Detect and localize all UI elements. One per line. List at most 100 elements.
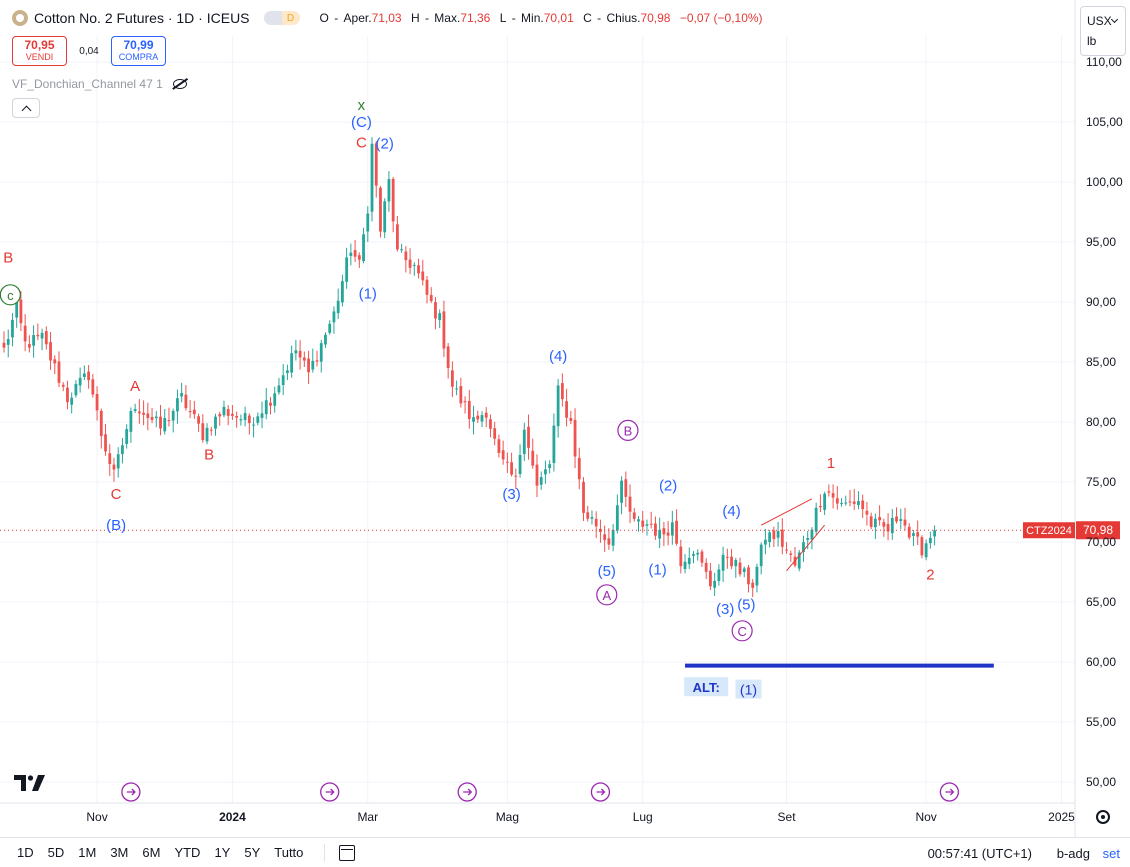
wave-label[interactable]: (5)	[598, 563, 616, 580]
wave-label[interactable]: x	[358, 97, 366, 114]
wave-label[interactable]: (1)	[648, 562, 666, 579]
candle-body	[768, 532, 772, 543]
range-6m[interactable]: 6M	[142, 845, 161, 860]
range-1m[interactable]: 1M	[78, 845, 97, 860]
adjustment-toggle[interactable]: b-adg	[1056, 846, 1090, 861]
candle-body	[539, 477, 543, 485]
hidden-eye-icon[interactable]	[172, 79, 187, 89]
wave-label[interactable]: (1)	[359, 286, 377, 303]
candle-body	[15, 300, 19, 318]
wave-label[interactable]: (2)	[376, 136, 394, 153]
wave-label[interactable]: (4)	[549, 348, 567, 365]
range-ytd[interactable]: YTD	[174, 845, 201, 860]
range-1d[interactable]: 1D	[17, 845, 34, 860]
wave-label[interactable]: c	[7, 288, 14, 303]
event-arrow-icon	[463, 788, 473, 796]
price-tick-label: 50,00	[1086, 775, 1116, 789]
status-pill[interactable]: D	[263, 11, 300, 25]
wedge-lower-line[interactable]	[786, 524, 826, 572]
calendar-icon[interactable]	[339, 844, 356, 861]
candle-body	[493, 428, 497, 439]
clock[interactable]: 00:57:41 (UTC+1)	[927, 846, 1032, 861]
session-toggle[interactable]: set	[1102, 846, 1120, 861]
wave-label[interactable]: 1	[827, 455, 835, 472]
price-tick-label: 80,00	[1086, 415, 1116, 429]
wave-label[interactable]: B	[624, 423, 633, 438]
candle-body	[865, 510, 869, 515]
candle-body	[696, 552, 700, 555]
wave-label[interactable]: B	[204, 446, 214, 463]
candle-body	[108, 453, 112, 465]
buy-button[interactable]: 70,99 COMPRA	[111, 36, 166, 66]
wave-label[interactable]: A	[602, 588, 611, 603]
wave-labels: x(C) C (2) (1) Bc A B C (B) (4) B (3) (2) (1) (5) A (4) (…	[0, 97, 960, 802]
candle-body	[683, 561, 687, 570]
candle-body	[421, 271, 425, 281]
wave-label[interactable]: (B)	[106, 517, 126, 534]
symbol-tag-bg	[1023, 522, 1075, 539]
wave-label[interactable]: A	[130, 378, 140, 395]
candle-body	[82, 373, 86, 377]
price-tick-label: 110,00	[1086, 55, 1122, 69]
open-label: Aper.	[343, 11, 372, 25]
wave-label[interactable]: (3)	[502, 486, 520, 503]
wave-label[interactable]: (2)	[659, 478, 677, 495]
candle-body	[239, 419, 243, 421]
candle-body	[730, 556, 733, 567]
settings-gear-icon[interactable]	[1096, 810, 1110, 824]
trade-panel: 70,95 VENDI 0,04 70,99 COMPRA	[12, 36, 166, 66]
candle-body	[379, 187, 382, 232]
candle-body	[611, 529, 615, 546]
range-all[interactable]: Tutto	[274, 845, 304, 860]
candle-body	[476, 415, 480, 420]
candle-body	[480, 415, 484, 422]
wave-label[interactable]: (5)	[737, 596, 755, 613]
candle-body	[738, 562, 742, 575]
range-3m[interactable]: 3M	[110, 845, 129, 860]
indicator-legend[interactable]: VF_Donchian_Channel 47 1	[12, 77, 187, 91]
candle-body	[890, 517, 894, 534]
wave-label[interactable]: B	[3, 250, 13, 267]
wave-label[interactable]: C	[356, 134, 367, 151]
candle-body	[857, 501, 860, 506]
wave-label[interactable]: (4)	[722, 503, 740, 520]
wave-label[interactable]: 2	[926, 566, 934, 583]
chevron-up-icon	[21, 105, 31, 115]
candle-body	[116, 454, 120, 469]
candle-body	[489, 419, 492, 429]
wave-label[interactable]: (C)	[351, 114, 372, 131]
alt-label[interactable]: ALT:	[693, 680, 720, 695]
candle-body	[780, 529, 784, 547]
bottom-toolbar: 1D 5D 1M 3M 6M YTD 1Y 5Y Tutto 00:57:41 …	[0, 837, 1130, 867]
wave-label-circle	[617, 419, 639, 441]
symbol-title[interactable]: Cotton No. 2 Futures · 1D · ICEUS	[34, 10, 250, 26]
wedge-upper-line[interactable]	[760, 498, 813, 526]
candle-body	[505, 461, 509, 463]
range-5d[interactable]: 5D	[47, 845, 65, 860]
alt-wave-label[interactable]: (1)	[740, 682, 757, 698]
candle-body	[573, 419, 577, 457]
candle-body	[137, 411, 141, 414]
wave-label[interactable]: C	[737, 624, 746, 639]
sell-button[interactable]: 70,95 VENDI	[12, 36, 67, 66]
time-axis: Nov 2024 Mar Mag Lug Set Nov 2025	[86, 810, 1075, 824]
candle-body	[742, 568, 746, 572]
range-1y[interactable]: 1Y	[214, 845, 231, 860]
currency-unit-selector[interactable]: USX lb	[1080, 6, 1126, 56]
candle-body	[214, 416, 217, 429]
candle-body	[852, 501, 856, 504]
candle-body	[709, 570, 712, 587]
tradingview-logo-icon[interactable]	[14, 773, 46, 793]
candle-body	[590, 517, 594, 519]
wave-label[interactable]: (3)	[716, 601, 734, 618]
candle-body	[806, 538, 810, 541]
candle-body	[429, 294, 433, 301]
collapse-legend-button[interactable]	[12, 98, 40, 118]
wave-label[interactable]: C	[111, 486, 122, 503]
close-label: Chius.	[606, 11, 641, 25]
candle-body	[307, 358, 310, 373]
candle-body	[628, 496, 632, 512]
candle-body	[311, 360, 315, 370]
range-5y[interactable]: 5Y	[244, 845, 261, 860]
